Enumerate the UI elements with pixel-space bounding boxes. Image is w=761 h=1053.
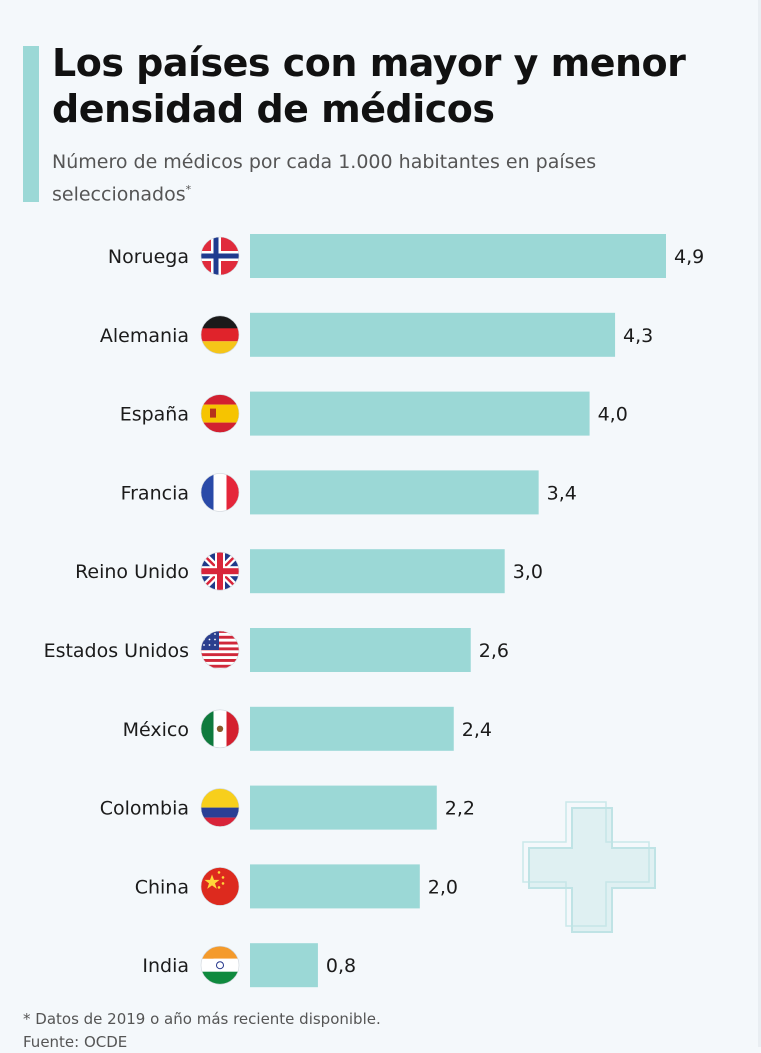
china-flag-icon bbox=[200, 867, 240, 906]
category-label: China bbox=[135, 876, 189, 898]
value-label: 4,9 bbox=[674, 246, 704, 268]
value-label: 0,8 bbox=[326, 955, 356, 977]
category-label: Noruega bbox=[108, 246, 189, 268]
bar-row-reino-unido: Reino Unido 3,0 bbox=[75, 549, 543, 594]
india-flag-icon bbox=[200, 945, 240, 985]
norway-flag-icon bbox=[200, 236, 240, 276]
cross-shape bbox=[528, 807, 656, 933]
value-label: 3,4 bbox=[547, 482, 577, 504]
bar bbox=[250, 943, 318, 988]
category-label: Colombia bbox=[100, 798, 189, 820]
bar bbox=[250, 312, 616, 357]
bar bbox=[250, 706, 454, 751]
bar bbox=[250, 785, 437, 830]
value-label: 2,4 bbox=[462, 719, 492, 741]
usa-flag-icon bbox=[200, 630, 240, 670]
uk-flag-icon bbox=[200, 551, 240, 591]
category-label: Francia bbox=[121, 482, 189, 504]
value-label: 3,0 bbox=[513, 561, 543, 583]
category-label: México bbox=[123, 719, 189, 741]
colombia-flag-icon bbox=[200, 788, 240, 827]
value-label: 2,0 bbox=[428, 876, 458, 898]
value-label: 2,6 bbox=[479, 640, 509, 662]
bar bbox=[250, 470, 539, 515]
value-label: 4,0 bbox=[598, 404, 628, 426]
value-label: 2,2 bbox=[445, 798, 475, 820]
bar bbox=[250, 549, 505, 594]
medical-cross-icon bbox=[522, 801, 656, 933]
footnote: * Datos de 2019 o año más reciente dispo… bbox=[23, 1010, 381, 1028]
title-accent-bar bbox=[23, 46, 39, 202]
bar bbox=[250, 234, 666, 278]
bar-row-china: China 2,0 bbox=[135, 864, 458, 909]
chart-subtitle: Número de médicos por cada 1.000 habitan… bbox=[52, 148, 692, 208]
source-note: Fuente: OCDE bbox=[23, 1033, 128, 1051]
category-label: Reino Unido bbox=[75, 561, 189, 583]
bar-row-estados-unidos: Estados Unidos 2,6 bbox=[44, 628, 509, 672]
spain-flag-icon bbox=[200, 394, 240, 433]
subtitle-footnote-mark: * bbox=[185, 183, 192, 196]
bar bbox=[250, 391, 590, 436]
bar-row-mexico: México 2,4 bbox=[123, 706, 492, 751]
bar-row-colombia: Colombia 2,2 bbox=[100, 785, 475, 830]
category-label: India bbox=[142, 955, 189, 977]
bar-row-india: India 0,8 bbox=[142, 943, 356, 988]
category-label: España bbox=[120, 404, 189, 426]
bar-row-alemania: Alemania 4,3 bbox=[100, 312, 653, 357]
category-label: Alemania bbox=[100, 325, 189, 347]
category-label: Estados Unidos bbox=[44, 640, 189, 662]
germany-flag-icon bbox=[200, 315, 240, 355]
bar-row-francia: Francia 3,4 bbox=[121, 470, 577, 515]
subtitle-text: Número de médicos por cada 1.000 habitan… bbox=[52, 151, 597, 206]
bar bbox=[250, 864, 420, 909]
page-edge bbox=[758, 0, 761, 1047]
bar-row-noruega: Noruega 4,9 bbox=[108, 234, 704, 278]
france-flag-icon bbox=[200, 473, 240, 512]
value-label: 4,3 bbox=[623, 325, 653, 347]
mexico-flag-icon bbox=[200, 709, 240, 749]
chart-title: Los países con mayor y menor densidad de… bbox=[52, 41, 686, 131]
bar bbox=[250, 628, 471, 672]
bar-row-espana: España 4,0 bbox=[120, 391, 628, 436]
cross-outline bbox=[522, 801, 650, 927]
